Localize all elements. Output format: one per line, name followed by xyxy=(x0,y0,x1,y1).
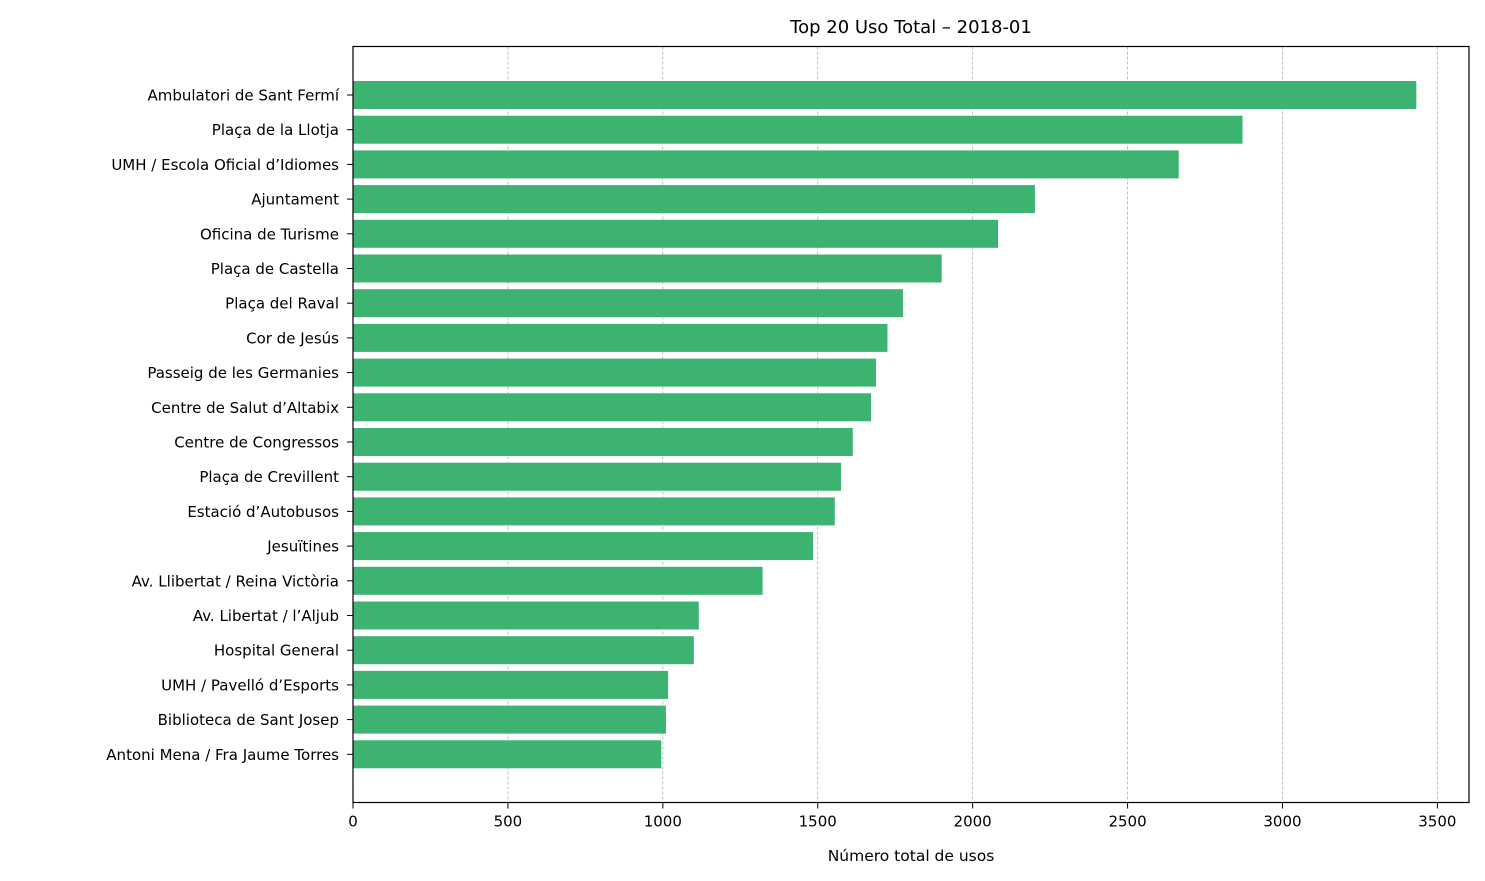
chart-title: Top 20 Uso Total – 2018-01 xyxy=(789,17,1032,38)
bar xyxy=(353,740,662,769)
y-tick-label: Plaça de la Llotja xyxy=(212,121,339,139)
y-tick-label: UMH / Pavelló d’Esports xyxy=(161,676,339,694)
bar xyxy=(353,532,814,561)
y-tick-label: Ajuntament xyxy=(251,191,339,209)
bar xyxy=(353,185,1035,214)
bar xyxy=(353,670,669,699)
bar xyxy=(353,705,666,734)
x-axis-label: Número total de usos xyxy=(828,847,995,865)
y-tick-label: Antoni Mena / Fra Jaume Torres xyxy=(106,746,339,764)
bar xyxy=(353,219,999,248)
x-axis-ticks: 0 500 1000 1500 2000 2500 3000 3500 xyxy=(348,802,1456,831)
bar xyxy=(353,81,1417,109)
y-tick-label: Plaça de Crevillent xyxy=(199,468,339,486)
bar xyxy=(353,289,903,318)
x-tick-label: 2000 xyxy=(954,813,992,831)
bars xyxy=(353,81,1417,769)
y-tick-label: Av. Libertat / l’Aljub xyxy=(193,607,339,625)
bar xyxy=(353,150,1179,179)
x-tick-label: 3500 xyxy=(1418,813,1456,831)
bar xyxy=(353,323,888,352)
y-tick-label: Plaça del Raval xyxy=(225,295,339,313)
y-tick-label: Hospital General xyxy=(214,642,339,660)
x-tick-label: 0 xyxy=(348,813,358,831)
y-tick-label: Centre de Salut d’Altabix xyxy=(151,399,339,417)
bar xyxy=(353,358,876,387)
y-tick-label: Oficina de Turisme xyxy=(200,225,339,243)
y-tick-label: Centre de Congressos xyxy=(174,434,339,452)
y-tick-label: UMH / Escola Oficial d’Idiomes xyxy=(111,156,339,174)
y-tick-label: Passeig de les Germanies xyxy=(147,364,339,382)
y-tick-label: Plaça de Castella xyxy=(211,260,339,278)
bar xyxy=(353,428,853,456)
x-tick-label: 2500 xyxy=(1108,813,1146,831)
x-tick-label: 1000 xyxy=(644,813,682,831)
y-tick-label: Estació d’Autobusos xyxy=(187,503,339,521)
x-tick-label: 3000 xyxy=(1263,813,1301,831)
plot-frame xyxy=(352,45,1470,804)
bar xyxy=(353,115,1243,144)
bar xyxy=(353,601,699,630)
bar xyxy=(353,393,872,422)
x-tick-label: 1500 xyxy=(799,813,837,831)
y-axis-ticks: Ambulatori de Sant Fermí Plaça de la Llot… xyxy=(106,87,353,764)
bar xyxy=(353,462,841,491)
y-tick-label: Av. Llibertat / Reina Victòria xyxy=(132,572,339,590)
y-tick-label: Jesuïtines xyxy=(266,538,339,556)
y-tick-label: Ambulatori de Sant Fermí xyxy=(147,87,339,105)
bar xyxy=(353,497,835,526)
y-tick-label: Biblioteca de Sant Josep xyxy=(158,711,339,729)
bar xyxy=(353,636,694,665)
y-tick-label: Cor de Jesús xyxy=(246,329,339,347)
x-tick-label: 500 xyxy=(494,813,523,831)
bar xyxy=(353,254,942,283)
bar xyxy=(353,566,763,595)
